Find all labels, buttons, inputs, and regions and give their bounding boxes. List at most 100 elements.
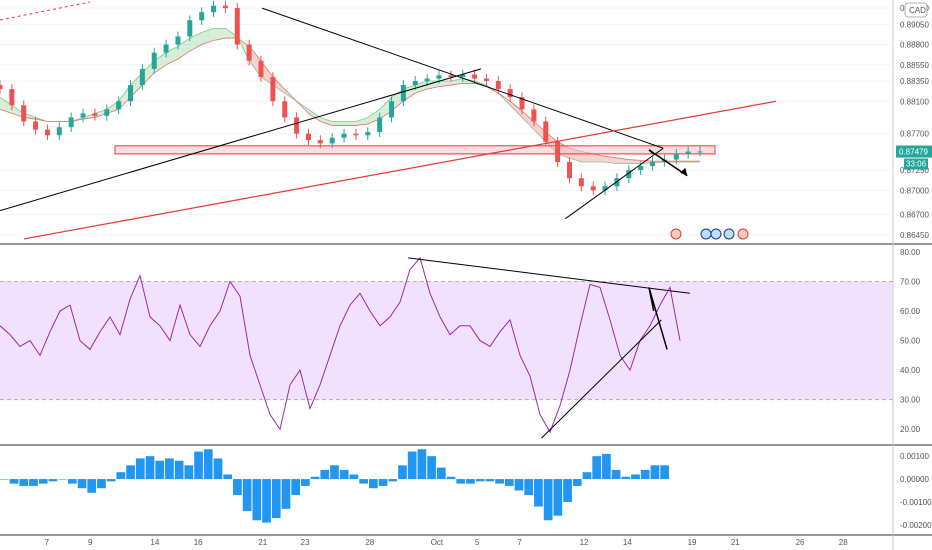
histogram-y-tick-label: -0.00100 [900, 498, 932, 507]
histogram-bar [165, 458, 174, 480]
multi-event-icon [710, 228, 722, 240]
ichimoku-cloud-segment [106, 101, 119, 114]
histogram-bar [135, 458, 145, 480]
histogram-bar [19, 479, 29, 486]
ichimoku-cloud-segment [332, 121, 345, 126]
ichimoku-cloud-segment [391, 89, 404, 111]
rsi-pane[interactable]: 20.00 30.00 40.00 50.00 60.00 70.00 80.00 [0, 248, 921, 439]
candle-body [0, 85, 3, 90]
histogram-bar [223, 474, 233, 480]
candle-body [246, 44, 252, 61]
candle-body [21, 105, 27, 122]
candle-body [305, 133, 311, 141]
candle-body [294, 117, 300, 134]
candle-body [44, 129, 50, 136]
canada-flag-icon [670, 228, 682, 240]
histogram-bar [378, 479, 388, 486]
ichimoku-cloud-segment [118, 85, 131, 110]
histogram-bar [126, 465, 135, 480]
histogram-bar [0, 479, 9, 480]
candle-body [56, 127, 62, 136]
candle-body [495, 81, 501, 90]
x-tick-label: 7 [45, 538, 50, 547]
histogram-bar [524, 479, 534, 496]
projection-arrow [648, 149, 688, 177]
resistance-zone [114, 145, 716, 155]
x-tick-label: 5 [475, 538, 480, 547]
y-tick-label: 0.88350 [900, 77, 929, 86]
y-tick-label: 0.87000 [900, 186, 929, 195]
ichimoku-cloud-segment [605, 156, 617, 164]
histogram-bar [184, 465, 194, 480]
histogram-bar [291, 479, 301, 496]
candle-body [507, 89, 513, 98]
ichimoku-cloud-segment [249, 46, 262, 77]
candle-body [531, 109, 537, 122]
ascending-trendline [0, 68, 482, 212]
histogram-bar [213, 458, 223, 480]
countdown-tag [904, 158, 928, 170]
candle-body [317, 140, 323, 144]
candle-body [128, 85, 134, 102]
histogram-bar [262, 479, 271, 523]
price-pane[interactable]: 0.86450 0.86700 0.87000 0.87250 0.87700 0.881… [0, 0, 932, 240]
histogram-bar [77, 479, 87, 489]
histogram-bar [475, 479, 485, 482]
last-price-tag [896, 145, 932, 158]
candle-body [104, 109, 110, 116]
y-tick-label: 0.88550 [900, 61, 929, 70]
candle-body [353, 133, 359, 136]
ichimoku-cloud-segment [201, 28, 214, 45]
histogram-bar [242, 479, 252, 512]
histogram-y-tick-label: -0.00200 [900, 521, 932, 530]
ichimoku-cloud-segment [344, 121, 356, 126]
y-tick-label: 0.87700 [900, 130, 929, 139]
histogram-bar [427, 456, 436, 480]
histogram-bar [58, 479, 67, 480]
histogram-bar [436, 467, 446, 480]
candle-body [614, 178, 620, 187]
canada-flag-icon [737, 228, 749, 240]
histogram-bar [252, 479, 262, 521]
rsi-y-tick-label: 70.00 [900, 277, 921, 286]
histogram-pane[interactable]: 0.00100 0.00000 -0.00100 -0.00200 [0, 449, 932, 530]
histogram-bar [359, 479, 368, 484]
x-tick-label: 23 [301, 538, 310, 547]
rsi-support-line [541, 319, 662, 439]
candle-body [602, 186, 608, 191]
rsi-y-tick-label: 50.00 [900, 337, 921, 346]
ichimoku-cloud-segment [320, 117, 333, 126]
histogram-bar [87, 479, 97, 493]
y-tick-label: 0.88100 [900, 97, 929, 106]
time-axis[interactable]: 7 9 14 16 21 23 28 Oct 5 7 12 14 19 21 26 28 [45, 538, 849, 547]
candle-body [116, 101, 122, 110]
histogram-bar [339, 469, 349, 480]
candle-body [412, 81, 418, 86]
candle-body [448, 75, 454, 77]
histogram-bar [9, 479, 19, 484]
currency-badge [904, 2, 928, 18]
histogram-bar [271, 479, 281, 518]
candle-body [460, 74, 466, 77]
candle-body [697, 151, 703, 153]
histogram-bar [640, 469, 650, 480]
histogram-bar [621, 476, 631, 480]
currency-badge-label: CAD [909, 6, 926, 15]
histogram-bar [631, 474, 640, 480]
candle-body [377, 117, 383, 133]
histogram-bar [504, 479, 514, 486]
candle-body [33, 121, 39, 130]
histogram-bar [495, 479, 504, 484]
histogram-bar [106, 479, 116, 482]
countdown-label: 33:06 [906, 160, 927, 169]
candle-body [555, 141, 561, 162]
histogram-bar [29, 479, 38, 486]
candle-body [650, 162, 656, 167]
candle-body [270, 76, 276, 102]
rsi-y-tick-label: 20.00 [900, 425, 921, 434]
histogram-bar [611, 469, 621, 480]
candle-body [685, 151, 691, 154]
ichimoku-cloud-segment [533, 121, 546, 142]
